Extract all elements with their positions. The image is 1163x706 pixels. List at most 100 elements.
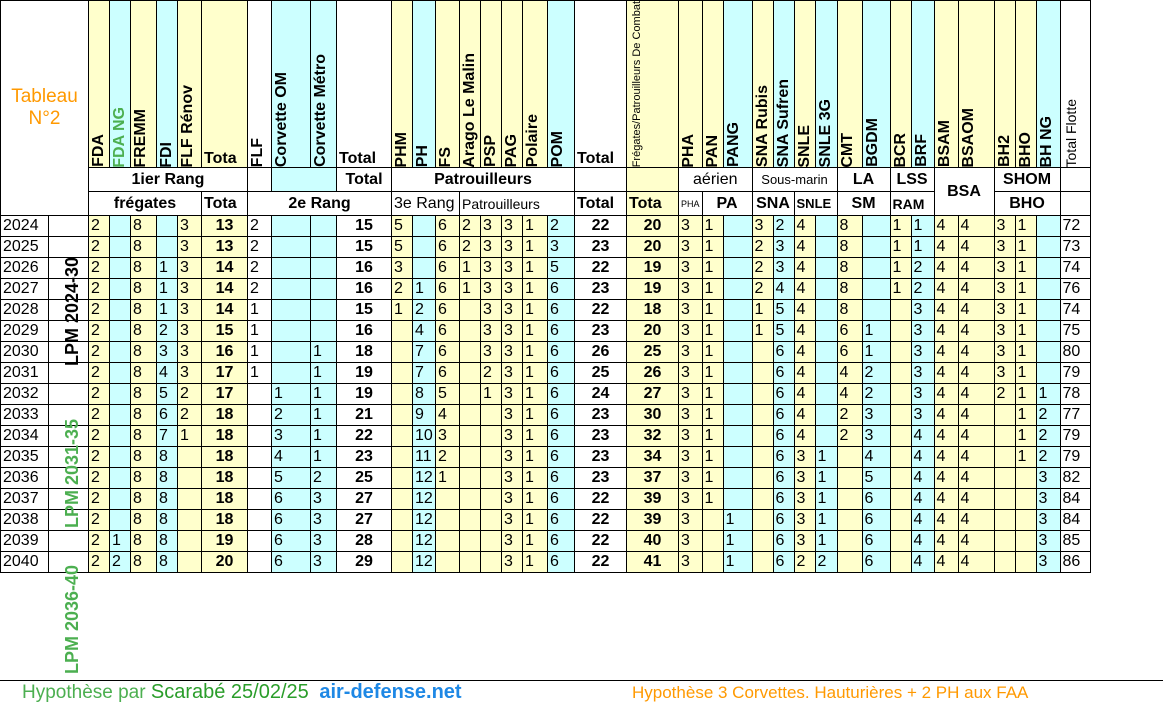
data-cell: 4 (910, 446, 935, 469)
data-cell: 6 (861, 509, 891, 532)
data-cell: 4 (793, 404, 816, 427)
col-header: BH NG (1035, 0, 1061, 169)
data-cell: 16 (336, 320, 392, 343)
data-cell: 1 (910, 215, 935, 238)
year-cell: 2037 (0, 488, 49, 511)
data-cell: 18 (201, 467, 248, 490)
data-cell: 8 (156, 509, 178, 532)
data-cell (391, 362, 413, 385)
data-cell (177, 467, 202, 490)
data-cell (751, 383, 774, 406)
col-header: Total Flotte (1059, 0, 1091, 169)
data-cell: 1 (1014, 215, 1037, 238)
data-cell: 2 (910, 278, 935, 301)
data-cell (889, 320, 912, 343)
data-cell: 2 (247, 236, 272, 259)
data-cell: 1 (522, 236, 548, 259)
data-cell: 1 (247, 341, 272, 364)
year-cell: 2036 (0, 467, 49, 490)
data-cell: 3 (156, 341, 178, 364)
data-cell: 20 (626, 320, 679, 343)
data-cell: 82 (1059, 467, 1091, 490)
data-cell: 8 (130, 404, 157, 427)
data-cell: 5 (391, 236, 413, 259)
group-total2: Total (574, 191, 627, 217)
col-header-label: FDI (158, 141, 175, 168)
data-cell: 1 (889, 278, 912, 301)
data-cell (459, 383, 481, 406)
data-cell: 3 (678, 215, 703, 238)
col-header: PAN (701, 0, 724, 169)
data-cell: 1 (1014, 320, 1037, 343)
col-header: Tota (201, 0, 248, 169)
data-cell: 4 (957, 509, 995, 532)
data-cell: 15 (336, 299, 392, 322)
data-cell (751, 551, 774, 574)
data-cell (391, 404, 413, 427)
col-header-label: CMT (838, 132, 856, 168)
data-cell: 3 (678, 446, 703, 469)
data-cell: 18 (201, 509, 248, 532)
col-header: SNA Sufren (772, 0, 795, 169)
col-header-label: PHM (393, 131, 410, 168)
col-header-label: Total (339, 150, 377, 168)
col-header: PH (412, 0, 436, 169)
data-cell: 4 (933, 509, 959, 532)
year-cell: 2025 (0, 236, 49, 259)
data-cell: 5 (547, 257, 575, 280)
data-cell (701, 530, 724, 553)
data-cell (889, 530, 912, 553)
data-cell: 4 (933, 467, 959, 490)
group-patrouilleurs: Patrouilleurs (391, 167, 575, 193)
data-cell (109, 257, 131, 280)
table-row: 2028 2 8 1 3 14 1 15 1 2 6 3 3 1 6 22 18 3 1 1 5 4 8 3 4 4 3 1 74 (0, 299, 1091, 322)
data-cell: 1 (522, 278, 548, 301)
data-cell: 3 (310, 488, 337, 511)
data-cell (177, 551, 202, 574)
group-total: Total (336, 167, 392, 193)
data-cell (480, 530, 502, 553)
cell-text: Tota (204, 194, 237, 212)
data-cell: 3 (678, 383, 703, 406)
data-cell: 3 (480, 236, 502, 259)
data-cell: 3 (271, 425, 311, 448)
data-cell (993, 467, 1016, 490)
col-header-label: SNLE 3G (816, 98, 834, 168)
data-cell (814, 404, 838, 427)
data-cell: 1 (310, 404, 337, 427)
data-cell: 1 (814, 446, 838, 469)
data-cell (814, 341, 838, 364)
data-cell (722, 278, 753, 301)
group-aerien: aérien (678, 167, 753, 193)
data-cell: 2 (772, 215, 795, 238)
col-header-label: PHA (680, 133, 697, 168)
col-header-label: Total (577, 150, 615, 168)
data-cell: 8 (156, 446, 178, 469)
data-cell: 11 (412, 446, 436, 469)
data-cell: 23 (336, 446, 392, 469)
col-header: FDI (156, 0, 178, 169)
data-cell: 1 (522, 425, 548, 448)
year-cell: 2039 (0, 530, 49, 553)
data-cell (814, 236, 838, 259)
table-row: 2035 2 8 8 18 4 1 23 11 2 3 1 6 23 34 3 1 6 3 1 4 4 4 4 1 2 79 (0, 446, 1091, 469)
data-cell (391, 509, 413, 532)
col-header: CMT (836, 0, 863, 169)
cell-text: RAM (892, 195, 925, 212)
data-cell: 3 (910, 341, 935, 364)
data-cell (109, 446, 131, 469)
table-row: 2034 2 8 7 1 18 3 1 22 10 3 3 1 6 23 32 3 1 6 4 2 3 4 4 4 1 2 79 (0, 425, 1091, 448)
data-cell: 4 (957, 320, 995, 343)
data-cell: 1 (701, 320, 724, 343)
col-header: SNLE (793, 0, 816, 169)
year-cell: 2032 (0, 383, 49, 406)
data-cell: 8 (836, 215, 863, 238)
col-header: Total (336, 0, 392, 169)
data-cell (247, 404, 272, 427)
col-header-label: PSP (482, 135, 499, 168)
data-cell: 6 (772, 530, 795, 553)
group-rang2: 2e Rang (247, 191, 392, 217)
data-cell: 3 (310, 551, 337, 574)
data-cell (391, 425, 413, 448)
site-link[interactable]: air-defense.net (319, 681, 462, 703)
